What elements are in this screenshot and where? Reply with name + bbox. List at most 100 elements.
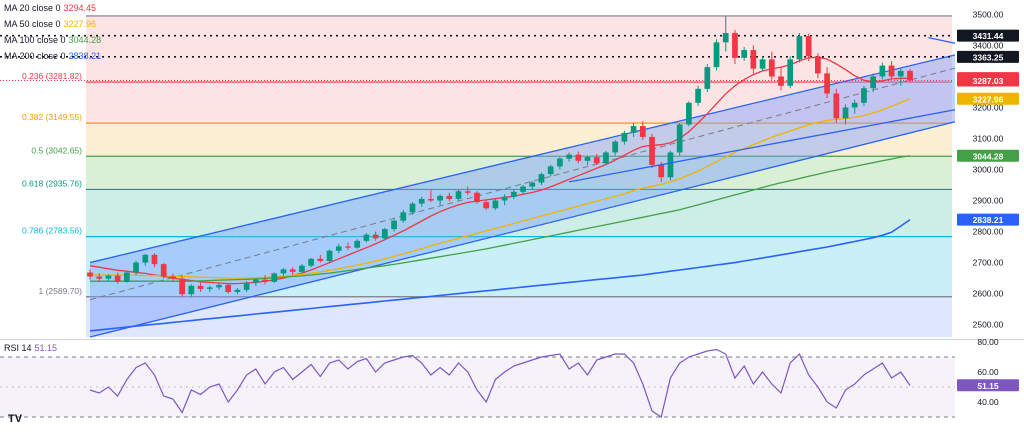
candle <box>160 263 167 279</box>
candle <box>815 53 821 78</box>
candle-body <box>907 70 913 81</box>
candle-body <box>815 56 821 74</box>
candle-body <box>243 282 250 290</box>
channel-fill <box>90 38 1024 337</box>
candle-body <box>483 202 490 209</box>
candle <box>722 15 729 52</box>
candle <box>547 164 554 177</box>
candle <box>584 155 591 165</box>
candle-body <box>381 229 388 239</box>
ma200-line <box>89 219 911 332</box>
candle <box>741 46 748 61</box>
candle-body <box>160 264 167 277</box>
candle <box>851 99 858 114</box>
price-tag-3044.28: 3044.28 <box>957 149 1019 162</box>
candle-body <box>372 234 379 239</box>
candle-body <box>584 157 591 161</box>
candle-body <box>206 287 213 289</box>
candle <box>197 282 204 293</box>
candle-body <box>326 250 333 262</box>
price-tick-label: 2600.00 <box>973 289 1004 299</box>
candle <box>345 242 351 251</box>
candle <box>428 189 434 203</box>
candle <box>870 73 877 92</box>
candle-body <box>197 285 204 289</box>
candle-body <box>557 158 563 167</box>
candle <box>133 261 139 275</box>
legend-ma50[interactable]: MA 50 close 0 3227.96 <box>4 16 101 32</box>
candle <box>713 39 720 71</box>
candle <box>888 60 895 80</box>
candle <box>686 101 692 127</box>
rsi-legend-label: RSI 14 <box>4 343 32 353</box>
candle-body <box>888 65 895 77</box>
legend-ma20-label: MA 20 close 0 <box>4 3 61 13</box>
candle-body <box>796 36 803 60</box>
ma100-line <box>90 155 911 282</box>
candle <box>612 140 619 156</box>
candle-body <box>363 234 370 241</box>
price-tick-label: 2800.00 <box>973 227 1004 237</box>
candle <box>225 283 232 294</box>
candle-body <box>861 88 867 103</box>
candle-body <box>492 200 499 209</box>
candle-body <box>87 272 93 277</box>
candle-body <box>105 275 112 279</box>
candle-body <box>96 276 103 279</box>
candle <box>252 278 259 286</box>
candle <box>538 172 545 186</box>
candle <box>409 202 416 215</box>
candle-body <box>280 269 287 274</box>
price-tag-text: 3363.25 <box>973 52 1004 62</box>
candle <box>271 272 278 283</box>
legend-ma20[interactable]: MA 20 close 0 3294.45 <box>4 0 101 16</box>
candle <box>123 271 130 283</box>
candle <box>907 68 913 83</box>
candle-body <box>188 285 195 295</box>
legend-ma200[interactable]: MA 200 close 0 2838.21 <box>4 48 101 64</box>
candle <box>96 273 103 282</box>
candle-body <box>593 157 600 164</box>
candle <box>289 267 296 275</box>
price-tag-3287.03: 3287.03 <box>957 74 1019 87</box>
legend-ma200-label: MA 200 close 0 <box>4 51 66 61</box>
candle <box>114 272 121 284</box>
candle-body <box>879 65 886 77</box>
candle <box>317 254 324 263</box>
fib-label-1: 1 (2589.70) <box>39 286 83 296</box>
price-tag-3431.44: 3431.44 <box>957 29 1019 42</box>
rsi-legend[interactable]: RSI 14 51.15 <box>4 343 57 353</box>
candle-body <box>510 191 517 197</box>
candle-body <box>225 284 232 293</box>
candle-body <box>805 36 812 57</box>
candle <box>861 85 867 106</box>
candle <box>492 198 499 210</box>
rsi-legend-value: 51.15 <box>34 343 58 353</box>
candle <box>142 253 149 266</box>
candle-body <box>437 195 443 201</box>
candle <box>455 189 462 201</box>
candle-body <box>299 265 305 272</box>
legend-ma100-value: 3044.28 <box>68 35 102 45</box>
candle-body <box>133 262 139 273</box>
candle <box>280 268 287 276</box>
candle-body <box>630 126 637 133</box>
fib-label-0.382: 0.382 (3149.55) <box>22 112 82 122</box>
candle-body <box>216 284 222 288</box>
candle-body <box>520 186 526 192</box>
candle-body <box>897 70 904 77</box>
price-tag-box <box>957 74 1019 87</box>
candle <box>704 64 711 92</box>
price-tag-box <box>957 50 1019 63</box>
candle-body <box>391 220 397 230</box>
candle-body <box>686 102 692 125</box>
candle <box>474 191 480 204</box>
candle-body <box>455 191 462 199</box>
candle-body <box>179 278 185 295</box>
candle-body <box>759 59 766 69</box>
candle-body <box>676 124 683 153</box>
candle <box>354 239 361 249</box>
legend-ma100[interactable]: MA 100 close 0 3044.28 <box>4 32 101 48</box>
rsi-tick-label: 60.00 <box>977 367 999 377</box>
